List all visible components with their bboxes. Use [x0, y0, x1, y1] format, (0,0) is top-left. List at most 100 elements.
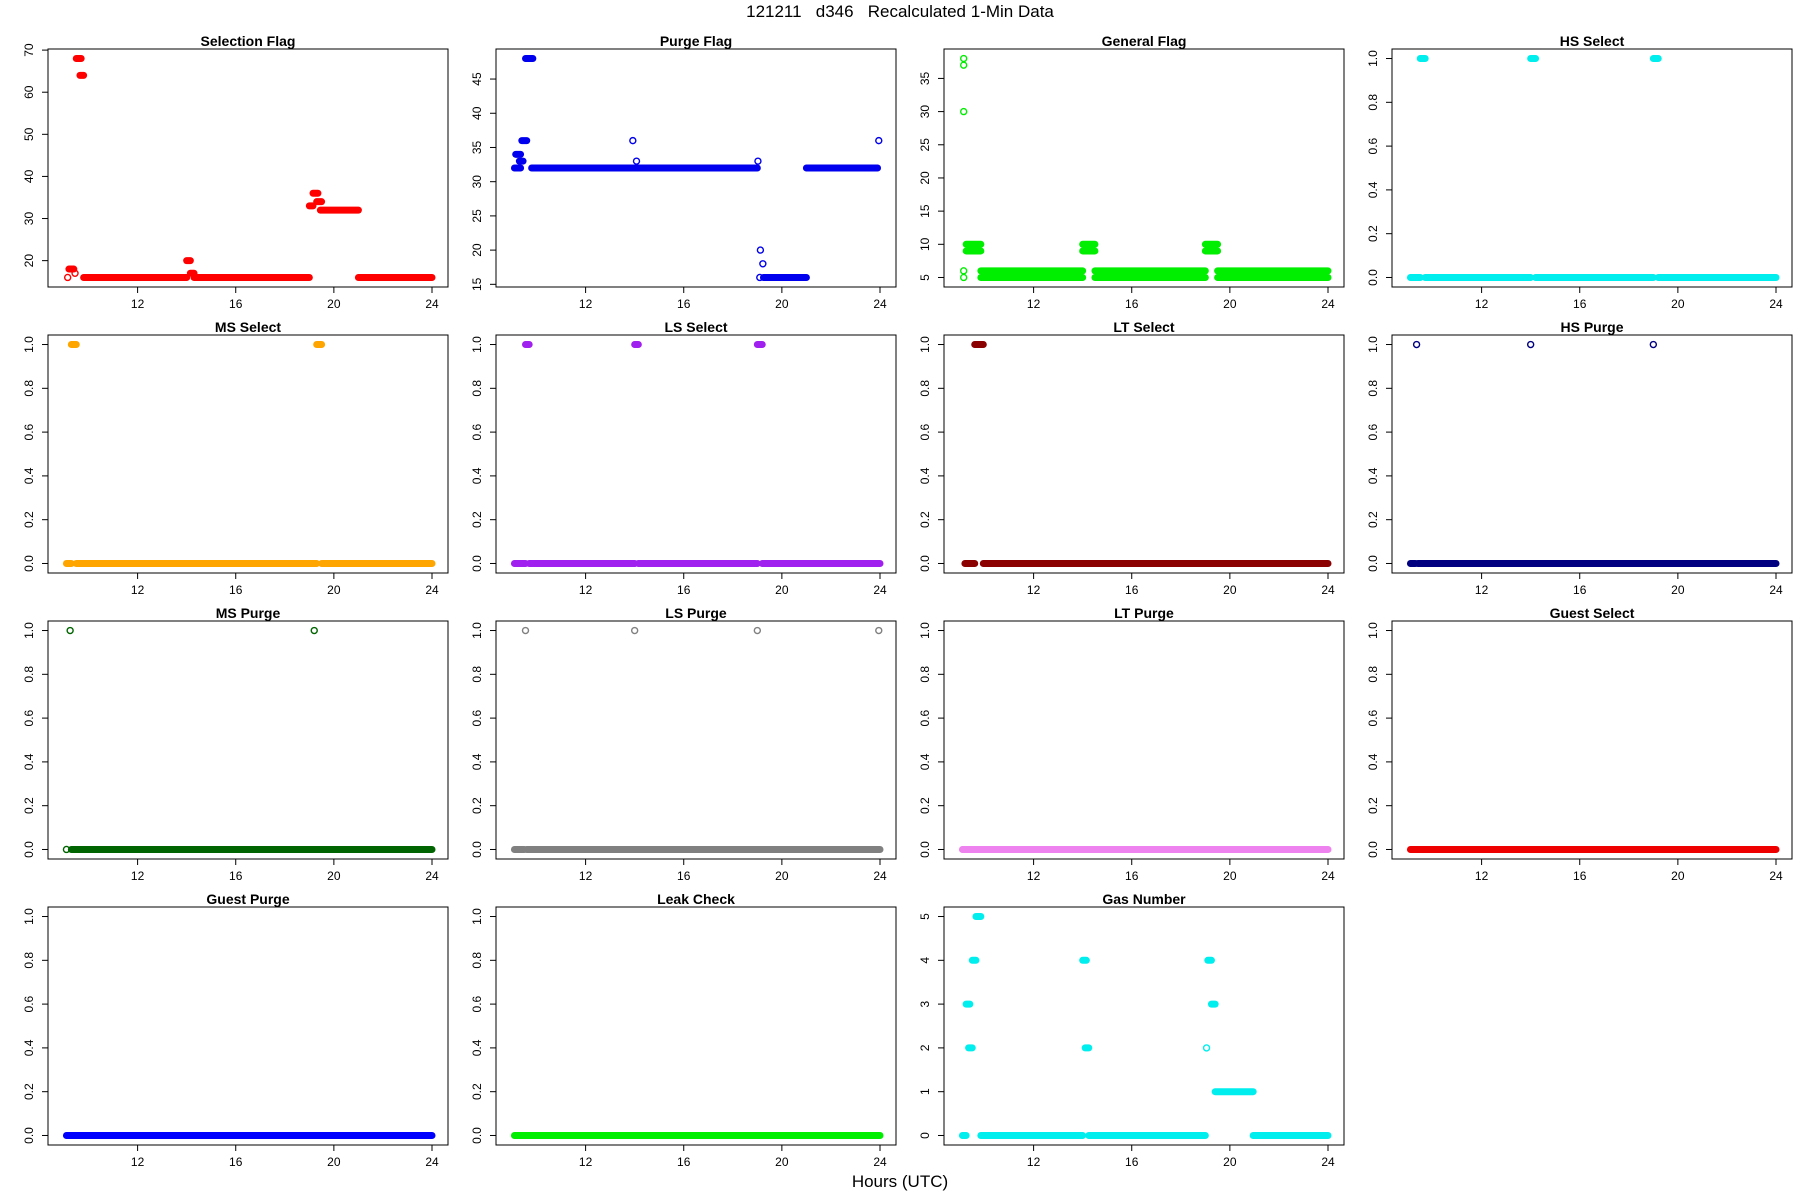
- x-tick-label: 24: [1769, 297, 1783, 311]
- y-tick-label: 30: [918, 105, 932, 119]
- y-tick-label: 5: [918, 913, 932, 920]
- x-tick-label: 16: [1573, 297, 1587, 311]
- data-point: [629, 136, 637, 145]
- y-tick-label: 0.0: [1366, 555, 1380, 572]
- y-tick-label: 0.6: [918, 709, 932, 726]
- y-tick-label: 0.2: [470, 797, 484, 814]
- x-tick-label: 12: [579, 1155, 593, 1169]
- data-point: [63, 273, 72, 282]
- data-point: [875, 136, 883, 145]
- y-tick-label: 0.4: [22, 1039, 36, 1056]
- panel-title: MS Select: [215, 319, 281, 335]
- y-tick-label: 0.2: [918, 797, 932, 814]
- panel-title: General Flag: [1102, 33, 1187, 49]
- panel-title: Selection Flag: [201, 33, 296, 49]
- x-tick-label: 20: [327, 1155, 341, 1169]
- x-tick-label: 12: [1475, 869, 1489, 883]
- panel-title: HS Select: [1560, 33, 1625, 49]
- y-tick-label: 0.6: [1366, 709, 1380, 726]
- y-tick-label: 0.0: [470, 1127, 484, 1144]
- panel-13: Guest Purge 0.0 0.2 0.4 0.6 0.8 1.0 12 16 20 24: [22, 891, 449, 1169]
- data-point: [959, 267, 968, 275]
- plot-frame: [47, 48, 449, 288]
- x-tick-label: 16: [1125, 869, 1139, 883]
- x-tick-label: 16: [1125, 583, 1139, 597]
- data-point: [630, 626, 639, 635]
- x-axis-label: Hours (UTC): [851, 1172, 949, 1191]
- y-tick-label: 0.2: [22, 511, 36, 528]
- panel-12: Guest Select 0.0 0.2 0.4 0.6 0.8 1.0 12 16 20 24: [1366, 605, 1793, 883]
- panel-7: LT Select 0.0 0.2 0.4 0.6 0.8 1.0 12 16 20 24: [918, 319, 1345, 597]
- y-tick-label: 0.8: [1366, 380, 1380, 397]
- data-point: [875, 626, 883, 635]
- x-tick-label: 16: [1125, 297, 1139, 311]
- y-tick-label: 0.8: [22, 666, 36, 683]
- data-point: [1202, 1044, 1211, 1052]
- x-tick-label: 20: [775, 583, 789, 597]
- panel-title: MS Purge: [216, 605, 281, 621]
- data-point: [1526, 340, 1535, 349]
- panel-title: Purge Flag: [660, 33, 732, 49]
- y-tick-label: 0.0: [1366, 269, 1380, 286]
- y-tick-label: 1.0: [22, 622, 36, 639]
- y-tick-label: 30: [22, 212, 36, 226]
- x-tick-label: 20: [327, 869, 341, 883]
- data-point: [66, 626, 74, 635]
- plot-frame: [1391, 620, 1793, 860]
- y-tick-label: 0.4: [22, 753, 36, 770]
- x-tick-label: 24: [873, 583, 887, 597]
- x-tick-label: 20: [1223, 583, 1237, 597]
- plot-frame: [495, 906, 897, 1146]
- x-tick-label: 24: [873, 297, 887, 311]
- y-tick-label: 0.0: [22, 555, 36, 572]
- x-tick-label: 16: [229, 297, 243, 311]
- y-tick-label: 0.8: [470, 952, 484, 969]
- x-tick-label: 16: [229, 869, 243, 883]
- y-tick-label: 0.8: [1366, 666, 1380, 683]
- plot-frame: [495, 48, 897, 288]
- y-tick-label: 1.0: [22, 336, 36, 353]
- y-tick-label: 70: [22, 43, 36, 57]
- x-tick-label: 24: [425, 583, 439, 597]
- y-tick-label: 1.0: [470, 908, 484, 925]
- x-tick-label: 16: [677, 1155, 691, 1169]
- y-tick-label: 0.4: [1366, 467, 1380, 484]
- y-tick-label: 0.2: [22, 797, 36, 814]
- data-point: [310, 626, 318, 635]
- plot-frame: [495, 620, 897, 860]
- y-tick-label: 0.6: [1366, 137, 1380, 154]
- x-tick-label: 20: [1223, 1155, 1237, 1169]
- x-tick-label: 24: [873, 869, 887, 883]
- panel-4: HS Select 0.0 0.2 0.4 0.6 0.8 1.0 12 16 20 24: [1366, 33, 1793, 311]
- panel-title: LT Select: [1113, 319, 1175, 335]
- y-tick-label: 0.4: [918, 467, 932, 484]
- y-tick-label: 0.4: [470, 753, 484, 770]
- x-tick-label: 20: [327, 297, 341, 311]
- x-tick-label: 12: [1027, 1155, 1041, 1169]
- plot-frame: [1391, 48, 1793, 288]
- y-tick-label: 0.8: [918, 666, 932, 683]
- y-tick-label: 2: [918, 1044, 932, 1051]
- y-tick-label: 20: [22, 254, 36, 268]
- panel-14: Leak Check 0.0 0.2 0.4 0.6 0.8 1.0 12 16 20 24: [470, 891, 897, 1169]
- y-tick-label: 60: [22, 85, 36, 99]
- x-tick-label: 20: [1671, 869, 1685, 883]
- y-tick-label: 0.6: [22, 995, 36, 1012]
- y-tick-label: 0.4: [22, 467, 36, 484]
- y-tick-label: 0.2: [1366, 511, 1380, 528]
- panel-title: LS Select: [664, 319, 727, 335]
- y-tick-label: 25: [918, 138, 932, 152]
- x-tick-label: 20: [775, 1155, 789, 1169]
- panel-9: MS Purge 0.0 0.2 0.4 0.6 0.8 1.0 12 16 20 24: [22, 605, 449, 883]
- y-tick-label: 40: [22, 169, 36, 183]
- y-tick-label: 0.2: [470, 1083, 484, 1100]
- x-tick-label: 12: [1027, 297, 1041, 311]
- x-tick-label: 24: [873, 1155, 887, 1169]
- y-tick-label: 20: [918, 171, 932, 185]
- y-tick-label: 0.4: [470, 1039, 484, 1056]
- y-tick-label: 0.0: [470, 555, 484, 572]
- panel-title: Guest Purge: [206, 891, 289, 907]
- data-point: [959, 61, 968, 69]
- y-tick-label: 0.8: [1366, 94, 1380, 111]
